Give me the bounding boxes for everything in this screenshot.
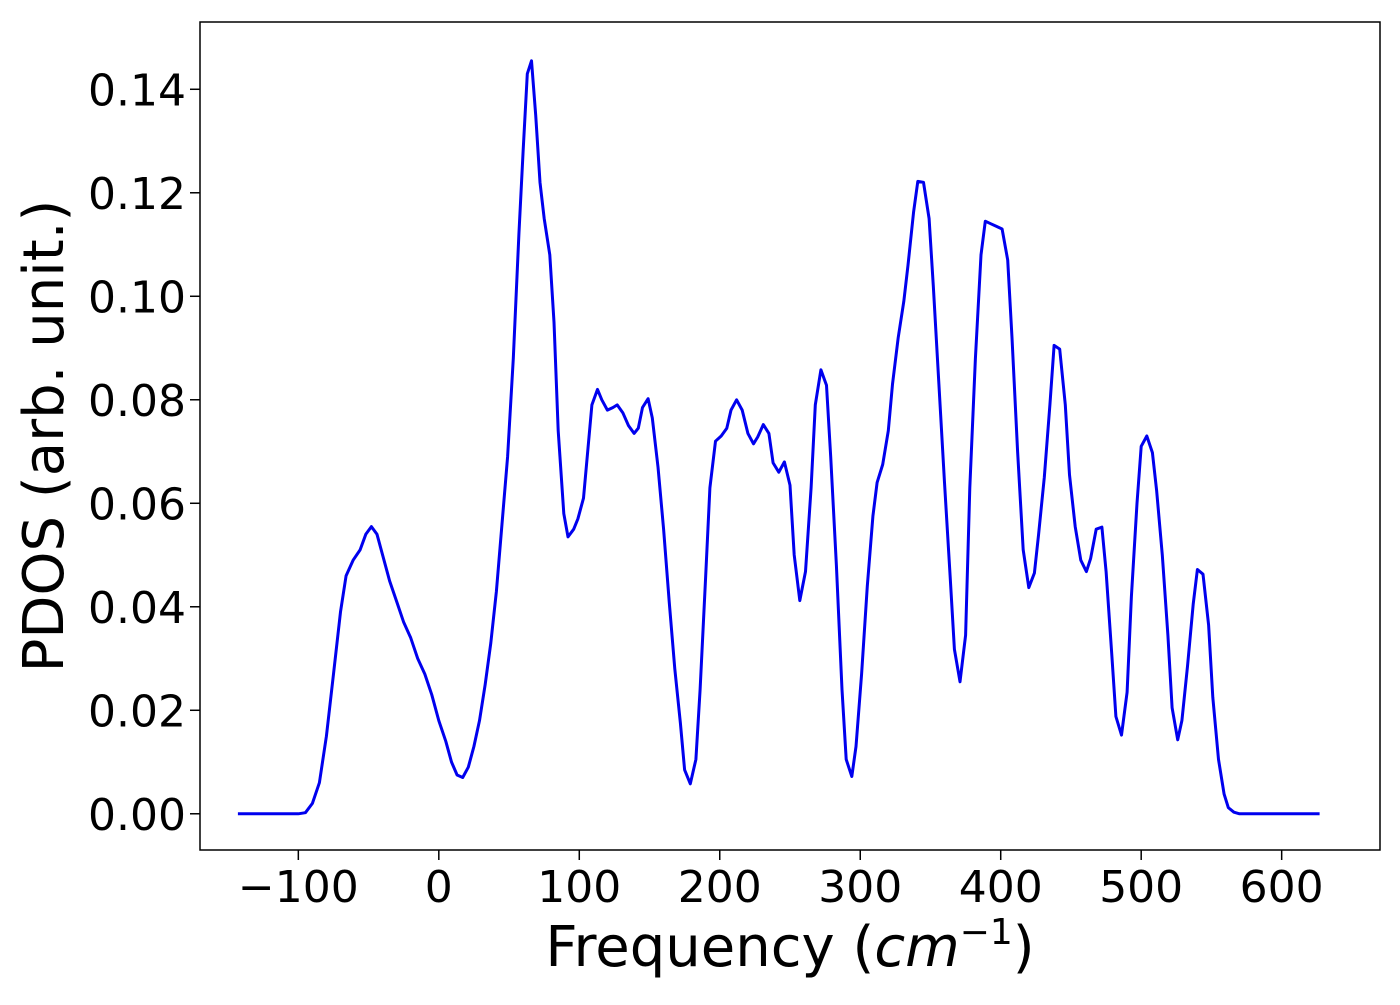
y-tick-label: 0.04 <box>88 583 186 634</box>
x-tick-label: 400 <box>959 862 1043 913</box>
y-tick-label: 0.10 <box>88 272 186 323</box>
y-tick-label: 0.12 <box>88 169 186 220</box>
x-tick-label: 500 <box>1099 862 1183 913</box>
x-axis-title: Frequency (cm−1) <box>545 912 1034 980</box>
y-tick-label: 0.06 <box>88 479 186 530</box>
plot-frame <box>199 21 1381 851</box>
x-tick-label: 300 <box>818 862 902 913</box>
y-axis-ticks: 0.00 0.02 0.04 0.06 0.08 0.10 0.12 0.14 <box>88 65 200 841</box>
x-tick-label: 0 <box>425 862 453 913</box>
y-tick-label: 0.08 <box>88 376 186 427</box>
x-tick-label: 600 <box>1240 862 1324 913</box>
y-tick-label: 0.00 <box>88 790 186 841</box>
x-tick-label: −100 <box>238 862 359 913</box>
pdos-series-line <box>237 59 1320 816</box>
x-tick-label: 200 <box>678 862 762 913</box>
y-tick-label: 0.02 <box>88 686 186 737</box>
x-axis-ticks: −100 0 100 200 300 400 500 600 <box>238 850 1324 913</box>
y-axis-title: PDOS (arb. unit.) <box>12 200 77 673</box>
x-tick-label: 100 <box>537 862 621 913</box>
y-tick-label: 0.14 <box>88 65 186 116</box>
